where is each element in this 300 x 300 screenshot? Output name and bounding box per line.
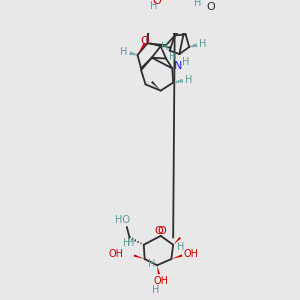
Polygon shape [173,237,181,245]
Text: O: O [140,36,149,46]
Text: OH: OH [184,249,199,259]
Text: H: H [178,242,185,252]
Text: N: N [174,61,183,71]
Text: O: O [153,0,161,6]
Text: H: H [150,1,157,11]
Text: H: H [121,47,128,57]
Text: H: H [182,57,189,67]
Text: H: H [194,0,202,8]
Text: O: O [206,2,215,12]
Text: OH: OH [108,249,123,259]
Text: HO: HO [115,215,130,225]
Polygon shape [151,81,161,91]
Polygon shape [134,254,145,259]
Text: O: O [157,226,166,236]
Text: O: O [154,226,163,236]
Text: H: H [184,75,192,85]
Polygon shape [171,254,182,259]
Text: H: H [148,260,155,269]
Text: H: H [127,238,134,248]
Polygon shape [137,43,146,55]
Text: H: H [123,238,130,248]
Text: H: H [160,42,168,52]
Text: H: H [199,39,206,49]
Text: OH: OH [153,276,168,286]
Text: H: H [169,52,177,62]
Polygon shape [161,46,172,49]
Polygon shape [157,265,160,274]
Text: H: H [152,285,159,295]
